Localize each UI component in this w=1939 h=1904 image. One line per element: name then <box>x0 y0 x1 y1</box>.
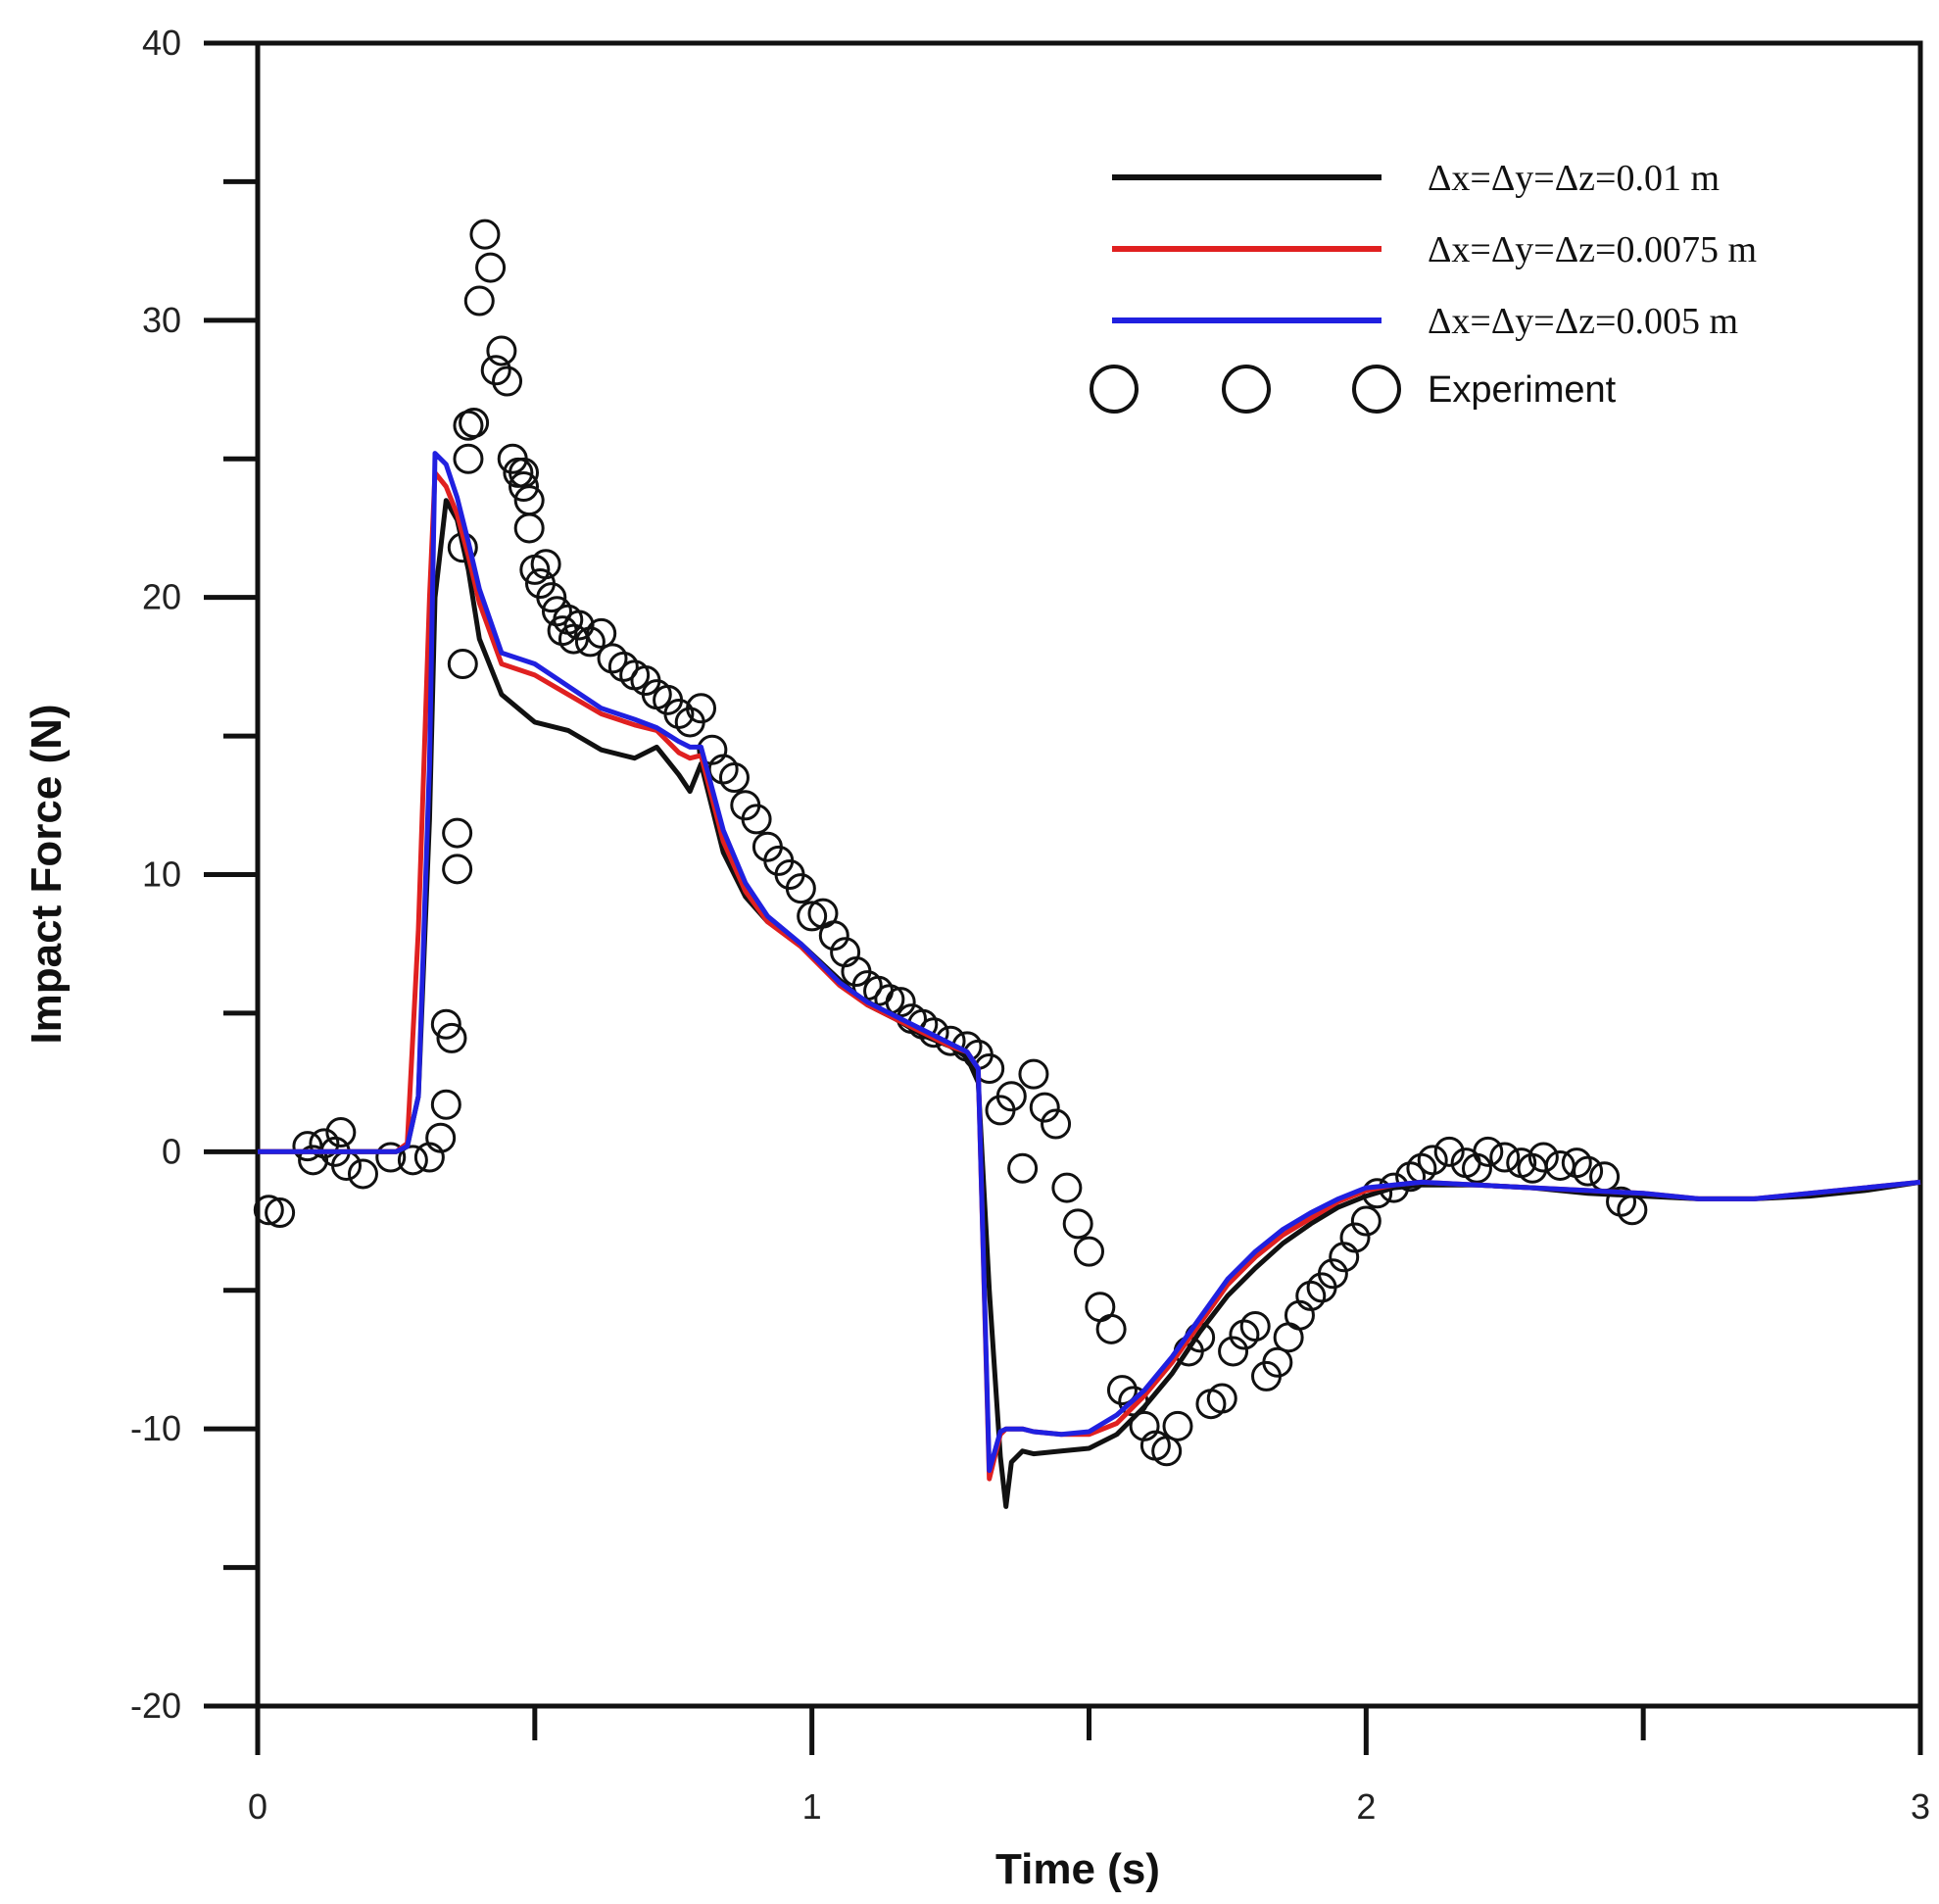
experiment-point <box>785 873 816 904</box>
legend-label: Δx=Δy=Δz=0.0075 m <box>1428 229 1757 270</box>
y-axis-ticks: -20 -10 0 10 20 30 40 <box>130 23 258 1726</box>
experiment-point <box>480 355 511 386</box>
x-axis-title: Time (s) <box>995 1845 1160 1893</box>
experiment-point <box>442 854 473 885</box>
experiment-point <box>1489 1142 1521 1173</box>
experiment-point <box>1461 1152 1492 1184</box>
experiment-point <box>453 443 484 474</box>
experiment-point <box>1106 1375 1138 1406</box>
experiment-point <box>463 285 495 317</box>
experiment-point <box>513 513 545 544</box>
series-line-dx-0-005 <box>258 451 1921 1474</box>
legend-label: Experiment <box>1428 369 1617 411</box>
legend-marker-swatch <box>1352 365 1401 414</box>
experiment-point <box>995 1081 1027 1112</box>
experiment-point <box>536 582 567 613</box>
experiment-point <box>1473 1136 1504 1167</box>
experiment-point <box>1262 1346 1293 1378</box>
experiment-point <box>586 617 617 649</box>
experiment-point <box>436 1022 467 1053</box>
y-tick-label: -10 <box>130 1408 181 1448</box>
experiment-point <box>253 1195 284 1226</box>
x-tick-label: 0 <box>248 1786 267 1827</box>
y-tick-label: 20 <box>142 577 181 617</box>
experiment-point <box>1018 1058 1049 1090</box>
experiment-point <box>397 1145 428 1176</box>
experiment-point <box>347 1158 378 1190</box>
legend-marker-swatch <box>1090 365 1139 414</box>
experiment-point <box>1350 1205 1382 1237</box>
x-tick-label: 2 <box>1356 1786 1376 1827</box>
experiment-point <box>1051 1172 1083 1203</box>
experiment-point <box>375 1142 407 1173</box>
experiment-point <box>1151 1436 1183 1467</box>
y-tick-label: 10 <box>142 854 181 895</box>
experiment-point <box>265 1197 296 1229</box>
experiment-point <box>298 1145 329 1176</box>
experiment-point <box>1589 1161 1621 1193</box>
legend: Δx=Δy=Δz=0.01 m Δx=Δy=Δz=0.0075 m Δx=Δy=Δz… <box>1090 158 1757 414</box>
experiment-point <box>430 1008 461 1040</box>
experiment-point <box>1218 1336 1249 1367</box>
experiment-point <box>442 817 473 849</box>
legend-label: Δx=Δy=Δz=0.01 m <box>1428 158 1720 199</box>
experiment-point <box>325 1117 357 1148</box>
series-line-dx-0-0075 <box>258 469 1921 1482</box>
plot-frame <box>255 40 1923 1709</box>
y-tick-label: 0 <box>162 1131 181 1171</box>
x-tick-label: 3 <box>1911 1786 1930 1827</box>
experiment-point <box>1317 1258 1348 1290</box>
experiment-point <box>1162 1410 1193 1441</box>
experiment-point <box>1433 1136 1465 1167</box>
experiment-point <box>447 649 478 680</box>
x-axis-ticks: 0 1 2 3 <box>248 1706 1930 1827</box>
y-tick-label: 40 <box>142 23 181 63</box>
experiment-point <box>513 485 545 516</box>
x-tick-label: 1 <box>802 1786 822 1827</box>
experiment-point <box>1339 1222 1371 1253</box>
experiment-point <box>530 549 561 580</box>
legend-label: Δx=Δy=Δz=0.005 m <box>1428 301 1738 342</box>
experiment-point <box>469 219 501 250</box>
experiment-point <box>718 762 750 794</box>
y-tick-label: -20 <box>130 1685 181 1726</box>
experiment-point <box>1007 1152 1039 1184</box>
experiment-point <box>453 410 484 441</box>
experiment-point <box>797 901 828 932</box>
legend-marker-swatch <box>1222 365 1271 414</box>
experiment-point <box>686 693 717 724</box>
experiment-point <box>818 920 849 952</box>
experiment-point <box>1095 1313 1127 1344</box>
y-axis-title: Impact Force (N) <box>23 704 71 1044</box>
experiment-point <box>1062 1208 1093 1240</box>
experiment-point <box>885 987 916 1018</box>
experiment-point <box>475 252 507 283</box>
experiment-point <box>1527 1142 1559 1173</box>
experiment-point <box>459 407 490 438</box>
experiment-point <box>1041 1108 1072 1140</box>
experiment-point <box>492 366 523 397</box>
experiment-markers <box>253 219 1648 1467</box>
experiment-point <box>741 804 772 835</box>
experiment-point <box>430 1089 461 1120</box>
experiment-point <box>509 471 540 503</box>
experiment-point <box>1029 1092 1060 1123</box>
y-tick-label: 30 <box>142 300 181 340</box>
series-line-dx-0-01 <box>258 498 1921 1509</box>
experiment-point <box>563 610 595 641</box>
experiment-point <box>425 1122 457 1153</box>
experiment-point <box>1074 1236 1104 1267</box>
experiment-point <box>1206 1383 1237 1414</box>
experiment-point <box>486 335 517 366</box>
series-layer <box>253 219 1921 1509</box>
experiment-point <box>1573 1155 1604 1187</box>
experiment-point <box>1239 1311 1271 1343</box>
experiment-point <box>1417 1145 1448 1176</box>
